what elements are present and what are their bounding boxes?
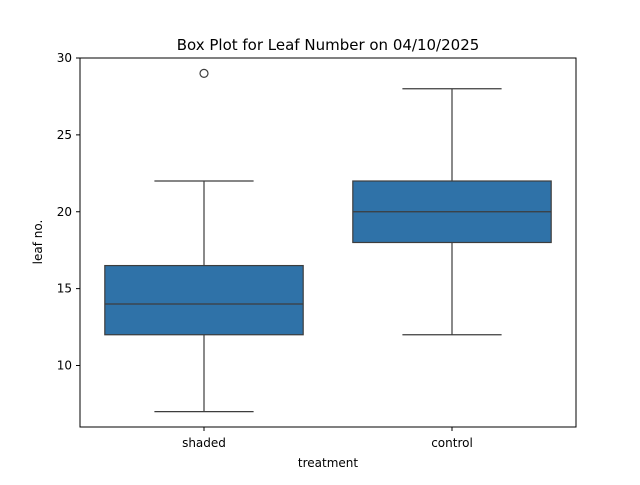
box-shaded [104, 264, 304, 336]
y-tick-label: 10 [57, 359, 72, 373]
x-tick-label-shaded: shaded [182, 436, 226, 450]
chart-title: Box Plot for Leaf Number on 04/10/2025 [177, 36, 480, 54]
x-tick-label-control: control [431, 436, 473, 450]
y-tick-label: 25 [57, 128, 72, 142]
y-tick-label: 15 [57, 282, 72, 296]
outlier-point-shaded [199, 68, 209, 78]
y-axis-label: leaf no. [31, 220, 45, 265]
x-axis-label: treatment [298, 456, 358, 470]
plot-frame [79, 57, 577, 428]
y-tick-label: 20 [57, 205, 72, 219]
y-tick-label: 30 [57, 51, 72, 65]
plot-area: 10 15 20 25 30 shaded control [57, 51, 577, 450]
